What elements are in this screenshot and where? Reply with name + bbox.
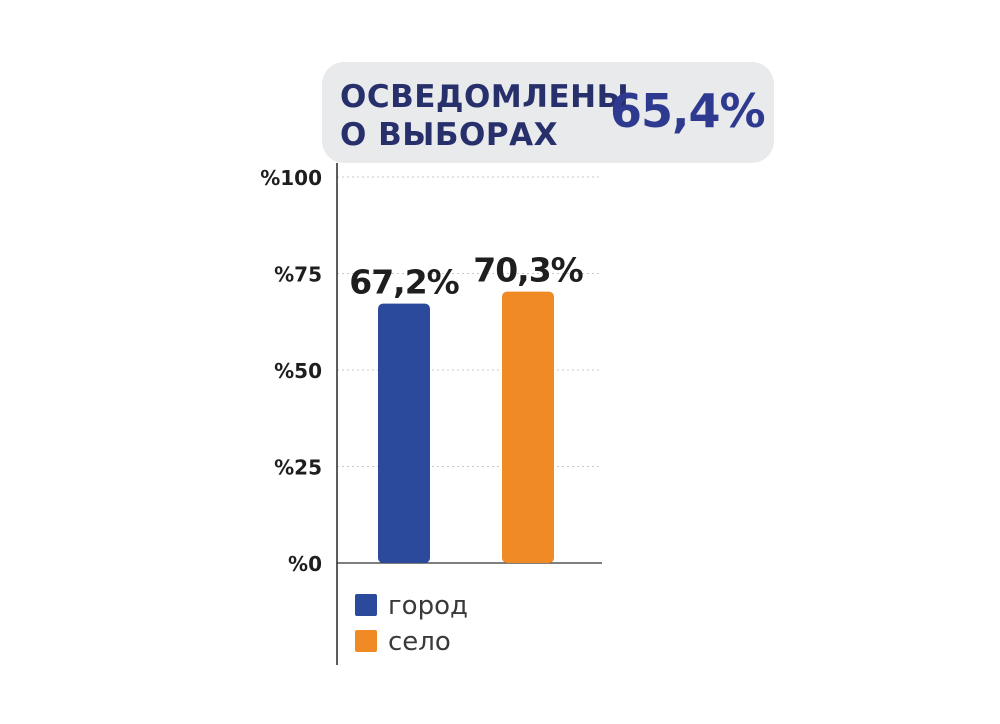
y-tick-label: %75	[274, 263, 322, 287]
bar-value-label: 70,3%	[473, 251, 583, 290]
y-tick-label: %50	[274, 359, 322, 383]
bar-село	[502, 291, 554, 563]
legend-label: город	[388, 591, 468, 621]
summary-panel	[322, 62, 774, 163]
bar-value-label: 67,2%	[349, 263, 459, 302]
summary-title-line2: О ВЫБОРАХ	[340, 117, 558, 153]
summary-title-line1: ОСВЕДОМЛЕНЫ	[340, 79, 630, 115]
legend-swatch	[355, 594, 377, 616]
bar-город	[378, 303, 430, 563]
y-tick-label: %25	[274, 456, 322, 480]
legend-label: село	[388, 627, 451, 657]
summary-value: 65,4%	[610, 84, 766, 138]
legend-swatch	[355, 630, 377, 652]
summary-title: ОСВЕДОМЛЕНЫ О ВЫБОРАХ	[340, 78, 629, 154]
y-tick-label: %0	[288, 552, 322, 576]
y-tick-label: %100	[260, 166, 322, 190]
